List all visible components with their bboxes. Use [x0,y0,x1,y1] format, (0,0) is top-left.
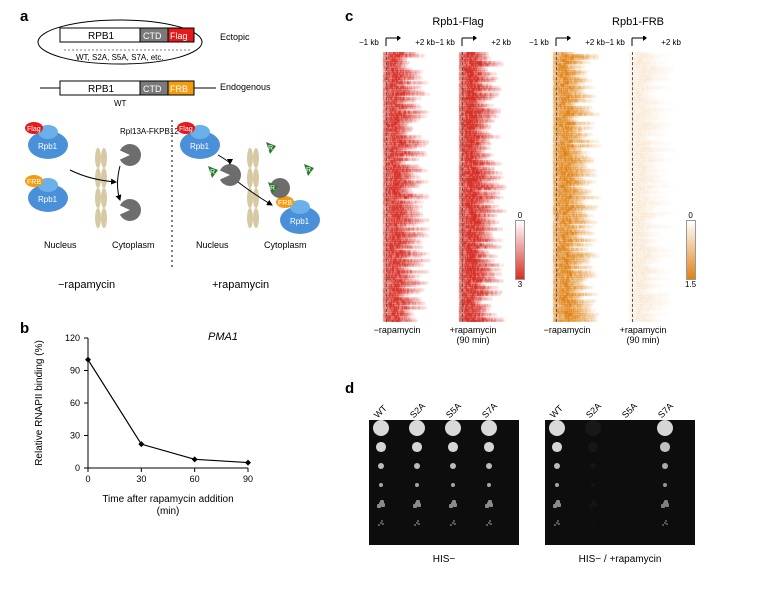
panel-b-chart: 0 30 60 90 120 0 30 60 90 PMA1 Relative RNAPII bin… [28,320,288,520]
svg-text:60: 60 [190,474,200,484]
panel-d-label: d [345,380,354,397]
svg-text:0: 0 [75,463,80,473]
partner-label: Rpl13A-FKPB12 [120,127,179,136]
frb-label-right: FRB [278,200,292,207]
svg-text:PMA1: PMA1 [208,331,238,343]
endo-variant: WT [114,99,127,108]
frb-label-left: FRB [27,179,41,186]
plasmid-gene: RPB1 [88,31,115,42]
panel-a-svg: RPB1 CTD Flag Ectopic WT, S2A, S5A, S7A,… [20,10,330,310]
svg-text:30: 30 [136,474,146,484]
endo-desc: Endogenous [220,82,271,92]
panel-b: 0 30 60 90 120 0 30 60 90 PMA1 Relative RNAPII bin… [28,320,288,525]
plasmid-variants: WT, S2A, S5A, S7A, etc. [76,53,164,62]
flag-label-right: Flag [179,126,193,133]
plasmid-desc: Ectopic [220,32,250,42]
rpb1-label-left1: Rpb1 [38,142,58,151]
panel-c-label: c [345,8,353,25]
group2-title: Rpb1-FRB [563,16,713,28]
nucleus-right: Nucleus [196,240,229,250]
r-label-4: R [270,185,275,192]
r-label-2: R [268,145,273,152]
nucleus-left: Nucleus [44,240,77,250]
svg-text:Relative RNAPII binding (%): Relative RNAPII binding (%) [34,340,45,466]
svg-text:Time after rapamycin addition: Time after rapamycin addition [102,494,233,505]
endo-tag: FRB [170,84,188,94]
rpb1-label-left2: Rpb1 [38,195,58,204]
panel-a: RPB1 CTD Flag Ectopic WT, S2A, S5A, S7A,… [20,10,320,315]
cond-minus: −rapamycin [58,279,115,291]
svg-text:120: 120 [65,333,80,343]
cytoplasm-left: Cytoplasm [112,240,155,250]
svg-text:0: 0 [85,474,90,484]
group1-title: Rpb1-Flag [383,16,533,28]
plasmid-tag: Flag [170,31,188,41]
svg-text:(min): (min) [157,506,180,517]
rpb1-label-right: Rpb1 [190,142,210,151]
cond-plus: +rapamycin [212,279,269,291]
endo-ctd: CTD [143,84,162,94]
svg-text:90: 90 [243,474,253,484]
r-label-3: R [306,167,311,174]
cytoplasm-right: Cytoplasm [264,240,307,250]
r-label-1: R [210,169,215,176]
plasmid-ctd: CTD [143,31,162,41]
svg-text:90: 90 [70,366,80,376]
endo-gene: RPB1 [88,84,115,95]
flag-label-left: Flag [27,126,41,133]
svg-text:30: 30 [70,431,80,441]
svg-text:60: 60 [70,398,80,408]
rpb1-label-exported: Rpb1 [290,217,310,226]
